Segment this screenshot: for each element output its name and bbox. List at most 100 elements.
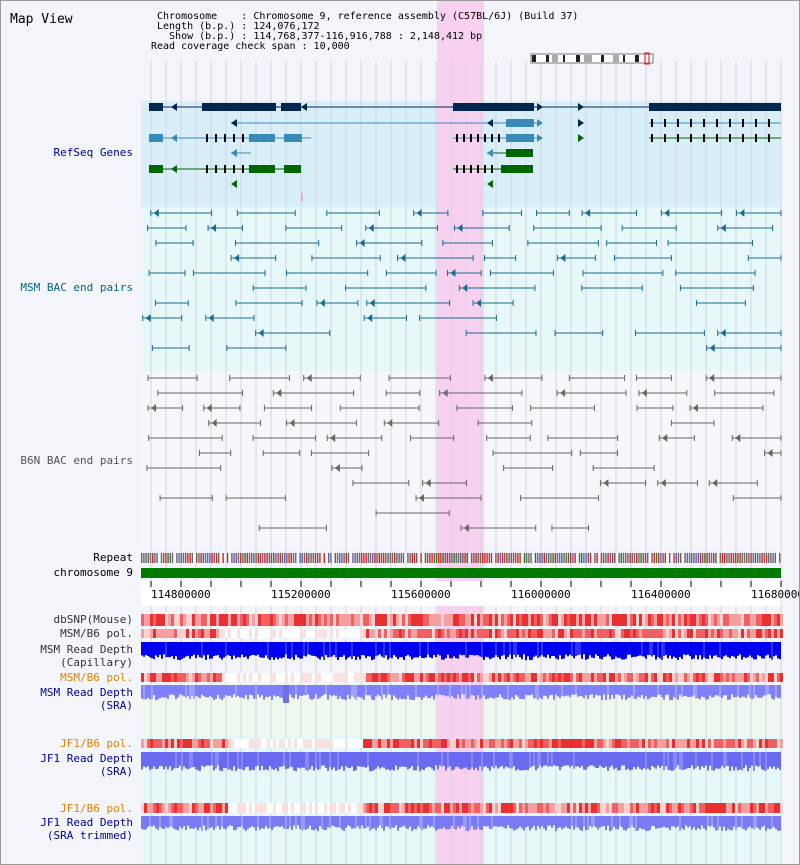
msm-cap-depth-bar	[445, 642, 447, 658]
jf1-pol-cell	[177, 739, 180, 748]
track-label-refseq-genes[interactable]: RefSeq Genes	[53, 146, 133, 159]
track-label-b6n-bac[interactable]: B6N BAC end pairs	[20, 454, 133, 467]
repeat-element	[526, 553, 528, 563]
jf1-pol-cell	[612, 739, 615, 748]
msm-cap-depth-bar	[479, 642, 481, 657]
msm-sra-pol-cell	[411, 673, 414, 682]
jf1-depth-bar	[159, 752, 161, 766]
repeat-element	[759, 553, 761, 563]
msm-cap-depth-bar	[511, 642, 513, 659]
jf1-trim-depth-bar	[321, 816, 323, 829]
jf1-depth-bar	[457, 752, 459, 767]
jf1-pol-cell	[471, 739, 474, 748]
jf1-trim-depth-bar	[455, 816, 457, 830]
depth-spike	[283, 685, 289, 703]
jf1-trim-depth-bar	[277, 816, 279, 827]
jf1-depth-bar	[255, 752, 257, 767]
msm-pol-cell	[741, 629, 744, 638]
msm-cap-depth-bar	[451, 642, 453, 659]
jf1-depth-bar	[667, 752, 669, 770]
dbsnp-cell	[702, 614, 705, 626]
jf1-trim-depth-bar	[359, 816, 361, 829]
msm-sra-pol-cell	[732, 673, 735, 682]
msm-sra-pol-cell	[168, 673, 171, 682]
msm-cap-depth-bar	[577, 642, 579, 656]
jf1-trim-pol-cell	[468, 803, 471, 813]
msm-sra-pol-cell	[597, 673, 600, 682]
track-label-jf1-trim[interactable]: JF1 Read Depth	[40, 816, 133, 829]
msm-sra-depth-bar	[477, 685, 479, 696]
msm-pol-cell	[675, 629, 678, 638]
msm-sra-pol-cell	[666, 673, 669, 682]
jf1-depth-bar	[749, 752, 751, 768]
track-label-jf1-depth[interactable]: JF1 Read Depth	[40, 752, 133, 765]
msm-pol-cell	[348, 629, 351, 638]
jf1-depth-bar	[317, 752, 319, 770]
jf1-pol-cell	[441, 739, 444, 748]
track-label-msm-depth-sra[interactable]: MSM Read Depth	[40, 686, 133, 699]
repeat-element	[405, 553, 407, 563]
jf1-trim-pol-cell	[300, 803, 303, 813]
bac-end-arrow	[476, 299, 482, 307]
jf1-trim-depth-bar	[263, 816, 265, 829]
jf1-pol-cell	[714, 739, 717, 748]
msm-sra-pol-cell	[570, 673, 573, 682]
msm-pol-cell	[450, 629, 453, 638]
msm-sra-pol-cell	[288, 673, 291, 682]
repeat-element	[233, 553, 235, 563]
jf1-depth-bar	[715, 752, 717, 769]
track-label-repeat[interactable]: Repeat	[93, 551, 133, 564]
track-label-jf1-pol-trim[interactable]: JF1/B6 pol.	[60, 802, 133, 815]
jf1-trim-depth-bar	[245, 816, 247, 831]
jf1-depth-bar	[487, 752, 489, 769]
msm-sra-depth-bar	[363, 685, 365, 700]
jf1-trim-depth-bar	[353, 816, 355, 829]
msm-cap-depth-bar	[737, 642, 739, 656]
jf1-depth-bar	[405, 752, 407, 767]
msm-cap-depth-bar	[415, 642, 417, 658]
track-label-dbsnp[interactable]: dbSNP(Mouse)	[53, 613, 133, 626]
msm-pol-cell	[201, 629, 204, 638]
jf1-trim-depth-bar	[739, 816, 741, 827]
track-label-msm-depth-cap[interactable]: MSM Read Depth	[40, 643, 133, 656]
jf1-depth-bar	[199, 752, 201, 772]
gene-exon-tick	[463, 165, 465, 173]
msm-cap-depth-bar	[579, 642, 581, 655]
jf1-trim-depth-bar	[409, 816, 411, 827]
repeat-element	[644, 553, 647, 563]
ideogram-band	[613, 55, 619, 62]
msm-cap-depth-bar	[747, 642, 749, 658]
jf1-trim-pol-cell	[372, 803, 375, 813]
dbsnp-cell	[222, 614, 225, 626]
msm-sra-depth-bar	[309, 685, 311, 699]
track-label-jf1-pol[interactable]: JF1/B6 pol.	[60, 737, 133, 750]
jf1-depth-bar	[561, 752, 563, 767]
msm-sra-pol-cell	[762, 673, 765, 682]
track-label-msm-pol-sra[interactable]: MSM/B6 pol.	[60, 671, 133, 684]
repeat-element	[462, 553, 464, 563]
jf1-pol-cell	[444, 739, 447, 748]
track-label-msm-pol[interactable]: MSM/B6 pol.	[60, 627, 133, 640]
jf1-trim-depth-bar	[191, 816, 193, 829]
msm-sra-depth-bar	[595, 685, 597, 695]
dbsnp-cell	[411, 614, 414, 626]
repeat-element	[545, 553, 548, 563]
jf1-trim-depth-bar	[441, 816, 443, 829]
dbsnp-cell	[489, 614, 492, 626]
msm-sra-depth-bar	[651, 685, 653, 697]
jf1-trim-depth-bar	[417, 816, 419, 827]
msm-cap-depth-bar	[497, 642, 499, 658]
track-label-msm-bac[interactable]: MSM BAC end pairs	[20, 281, 133, 294]
msm-cap-depth-bar	[561, 642, 563, 660]
dbsnp-cell	[306, 614, 309, 626]
repeat-element	[515, 553, 517, 563]
axis-tick-label: 11680000	[751, 588, 800, 601]
jf1-trim-depth-bar	[661, 816, 663, 828]
dbsnp-cell	[669, 614, 672, 626]
jf1-trim-pol-cell	[717, 803, 720, 813]
jf1-trim-depth-bar	[357, 816, 359, 827]
jf1-depth-bar	[511, 752, 513, 769]
jf1-trim-depth-bar	[541, 816, 543, 827]
